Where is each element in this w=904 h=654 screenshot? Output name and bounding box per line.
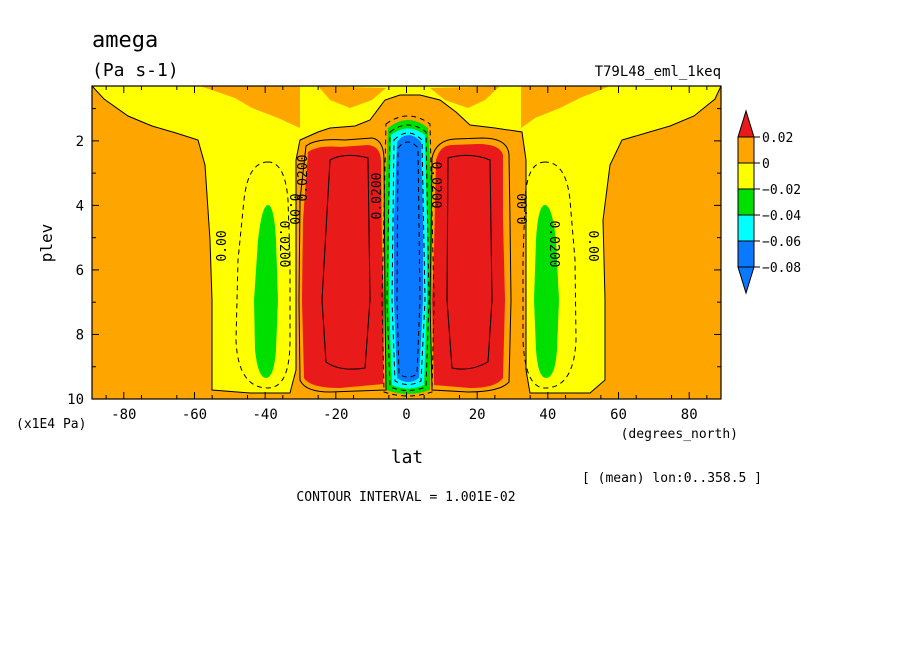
contour-dashed-itcz-3 (391, 132, 426, 385)
dataset-name: T79L48_eml_1keq (595, 64, 721, 80)
contour-dashed-south-column (235, 161, 291, 389)
y-tick-label: 2 (76, 134, 84, 150)
contour-labels: 0.00 0.00 0.00 0.00 0.0200 0.0200 0.0200… (215, 155, 600, 268)
y-axis-units: (x1E4 Pa) (16, 417, 86, 432)
x-tick-label: -40 (253, 407, 278, 423)
y-tick-label: 8 (76, 327, 84, 343)
contour-label: 0.0200 (296, 155, 311, 202)
colorbar-arrow-bottom (737, 266, 755, 295)
x-tick-label: 40 (539, 407, 556, 423)
colorbar-label: −0.06 (762, 235, 801, 250)
y-tick-label: 4 (76, 198, 84, 214)
x-tick-label: 60 (610, 407, 627, 423)
x-tick-label: -20 (323, 407, 348, 423)
x-tick-label: 80 (681, 407, 698, 423)
plot-title: amega (92, 28, 158, 53)
colorbar-label: 0.02 (762, 131, 793, 146)
contour-label: 0.0200 (370, 173, 385, 220)
contour-label: 0.0200 (546, 221, 561, 268)
contour-lines (92, 86, 721, 397)
contour-dashed-itcz-4 (396, 141, 421, 378)
x-tick-label: 20 (469, 407, 486, 423)
colorbar-legend: 0.02 0 −0.02 −0.04 −0.06 −0.08 (737, 109, 801, 295)
region-descent-north (432, 144, 505, 388)
colorbar-swatch (737, 162, 755, 190)
contour-label: 0.00 (215, 230, 230, 261)
contour-dashed-north-column (522, 161, 577, 389)
contour-zero-south (92, 86, 401, 394)
y-tick-label: 6 (76, 263, 84, 279)
colorbar-arrow-top (737, 109, 755, 138)
contour-label: 0.00 (585, 230, 600, 261)
colorbar-swatch (737, 188, 755, 216)
region-ascent-core-south (254, 205, 278, 378)
contour-zero-north (400, 86, 721, 394)
y-axis: 2 4 6 8 10 (67, 108, 721, 408)
contour-label: 0.00 (286, 193, 301, 224)
contour-descent-south-outer (298, 137, 387, 393)
y-tick-label: 10 (67, 392, 84, 408)
x-tick-label: 0 (402, 407, 410, 423)
contour-label: 0.00 (516, 193, 531, 224)
colorbar-swatch (737, 214, 755, 242)
x-tick-label: -80 (111, 407, 136, 423)
region-upper-descent (92, 86, 721, 128)
x-axis-units: (degrees_north) (621, 427, 738, 442)
region-itcz-core (394, 135, 423, 382)
contour-descent-north-inner (446, 154, 493, 370)
contour-descent-north-outer (429, 137, 512, 393)
contour-label: 0.0200 (276, 221, 291, 268)
contour-dashed-itcz-2 (386, 124, 430, 391)
averaging-note: [ (mean) lon:0..358.5 ] (582, 471, 762, 486)
x-axis: -80 -60 -40 -20 0 20 40 60 80 (105, 86, 708, 423)
plot-units: (Pa s-1) (92, 60, 179, 81)
plot-area (92, 86, 721, 399)
x-axis-label: lat (391, 447, 424, 468)
contour-descent-south-inner (321, 154, 371, 370)
region-descent-south (302, 145, 384, 388)
contour-dashed-itcz-1 (381, 115, 435, 397)
contour-label: 0.0200 (428, 162, 443, 209)
colorbar-swatch (737, 240, 755, 268)
contour-interval-label: CONTOUR INTERVAL = 1.001E-02 (296, 490, 515, 505)
colorbar-swatch (737, 136, 755, 164)
colorbar-label: −0.04 (762, 209, 801, 224)
region-ascent-core-north (534, 205, 559, 378)
colorbar-label: 0 (762, 157, 770, 172)
region-weak-ascent-south (92, 86, 721, 393)
y-axis-label: plev (37, 224, 56, 263)
colorbar-label: −0.02 (762, 183, 801, 198)
colorbar-label: −0.08 (762, 261, 801, 276)
x-tick-label: -60 (182, 407, 207, 423)
